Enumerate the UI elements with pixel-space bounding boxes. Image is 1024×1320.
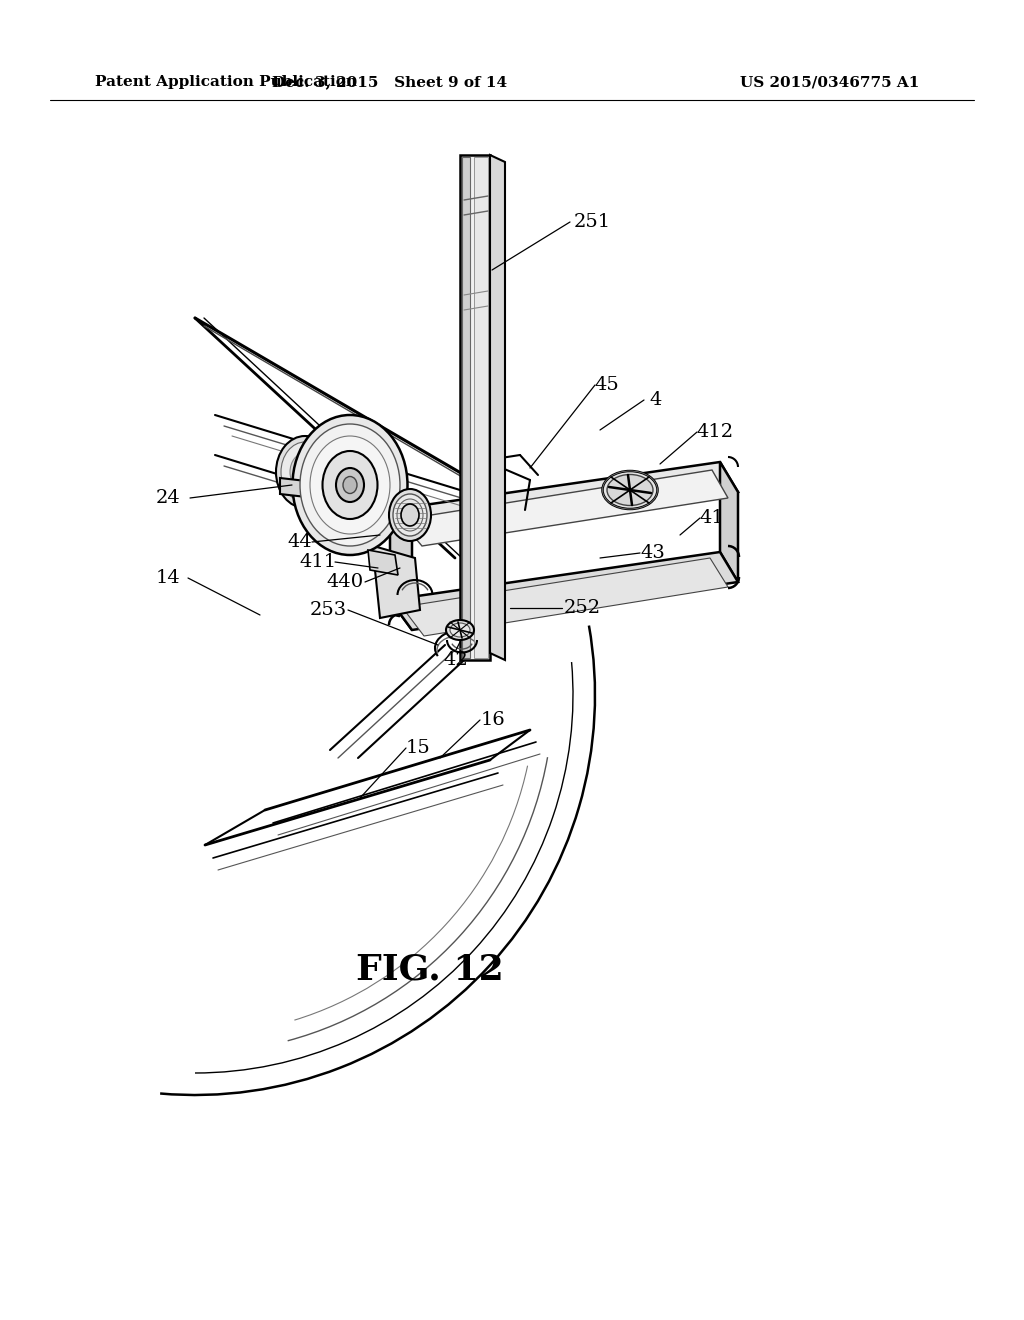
Text: Patent Application Publication: Patent Application Publication	[95, 75, 357, 88]
Text: FIG. 12: FIG. 12	[356, 953, 504, 987]
Text: 41: 41	[699, 510, 724, 527]
Text: 43: 43	[641, 544, 666, 562]
Ellipse shape	[446, 620, 474, 640]
Text: 24: 24	[156, 488, 180, 507]
Ellipse shape	[323, 451, 378, 519]
Polygon shape	[370, 545, 420, 618]
Text: Dec. 3, 2015   Sheet 9 of 14: Dec. 3, 2015 Sheet 9 of 14	[272, 75, 508, 88]
Ellipse shape	[310, 436, 390, 535]
Text: 411: 411	[299, 553, 337, 572]
Ellipse shape	[336, 469, 364, 502]
Polygon shape	[400, 470, 728, 546]
Ellipse shape	[298, 463, 312, 480]
Text: US 2015/0346775 A1: US 2015/0346775 A1	[740, 75, 920, 88]
Ellipse shape	[393, 494, 427, 536]
Text: 45: 45	[595, 376, 620, 393]
Ellipse shape	[602, 471, 657, 510]
Text: 252: 252	[563, 599, 600, 616]
Ellipse shape	[293, 414, 408, 554]
Polygon shape	[368, 550, 398, 576]
Text: 412: 412	[696, 422, 733, 441]
Text: 253: 253	[309, 601, 347, 619]
Polygon shape	[390, 552, 738, 630]
Ellipse shape	[281, 442, 329, 502]
Ellipse shape	[389, 488, 431, 541]
Polygon shape	[460, 154, 490, 660]
Text: 4: 4	[650, 391, 663, 409]
Polygon shape	[390, 510, 412, 630]
Text: 440: 440	[327, 573, 364, 591]
Text: 251: 251	[573, 213, 610, 231]
Polygon shape	[474, 157, 488, 657]
Ellipse shape	[397, 499, 423, 531]
Ellipse shape	[607, 474, 653, 506]
Ellipse shape	[450, 623, 470, 638]
Ellipse shape	[401, 504, 419, 525]
Text: 44: 44	[288, 533, 312, 550]
Ellipse shape	[343, 477, 357, 494]
Text: 42: 42	[443, 651, 468, 669]
Polygon shape	[462, 157, 470, 657]
Ellipse shape	[300, 424, 400, 546]
Ellipse shape	[276, 436, 334, 508]
Polygon shape	[402, 558, 728, 636]
Ellipse shape	[290, 453, 319, 491]
Text: 15: 15	[406, 739, 430, 756]
Polygon shape	[720, 462, 738, 582]
Text: 16: 16	[480, 711, 506, 729]
Polygon shape	[490, 154, 505, 660]
Polygon shape	[390, 462, 738, 540]
Text: 14: 14	[156, 569, 180, 587]
Polygon shape	[280, 478, 420, 510]
